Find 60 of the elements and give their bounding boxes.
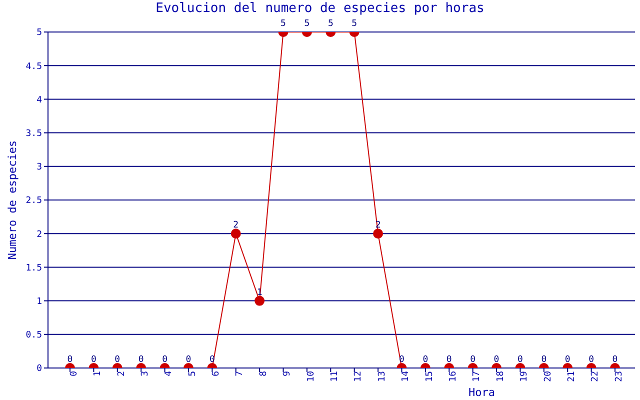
data-label: 0	[90, 355, 96, 365]
x-tick-label: 17	[472, 371, 482, 382]
data-label: 0	[541, 355, 547, 365]
chart-title: Evolucion del numero de especies por horas	[154, 1, 486, 16]
x-tick-label: 21	[567, 371, 577, 382]
x-tick-label: 22	[590, 371, 601, 382]
data-label: 0	[422, 355, 428, 365]
y-tick-label: 5	[36, 28, 42, 38]
x-tick-label: 1	[93, 371, 104, 376]
data-label: 0	[162, 355, 168, 365]
y-tick-label: 3	[36, 162, 42, 173]
x-tick-label: 18	[496, 371, 506, 382]
data-label: 5	[328, 19, 334, 29]
data-label: 0	[138, 355, 144, 365]
y-tick-label: 4.5	[26, 62, 42, 72]
data-label: 0	[612, 355, 618, 365]
y-tick-label: 2	[36, 230, 42, 240]
x-tick-label: 9	[282, 371, 293, 376]
x-tick-label: 2	[116, 371, 127, 376]
y-tick-label: 3.5	[26, 128, 42, 139]
data-label: 0	[470, 355, 476, 365]
data-label: 5	[280, 19, 286, 29]
y-tick-label: 2.5	[26, 196, 42, 206]
x-tick-label: 12	[354, 371, 364, 382]
x-tick-label: 8	[258, 371, 269, 376]
x-tick-label: 14	[401, 371, 412, 382]
x-tick-label: 3	[140, 371, 150, 376]
data-label: 0	[114, 355, 120, 365]
point	[373, 228, 384, 239]
data-label: 0	[564, 355, 570, 365]
x-tick-label: 15	[424, 371, 435, 382]
data-label: 5	[352, 19, 358, 29]
data-label: 0	[494, 355, 500, 365]
x-tick-label: 10	[306, 371, 316, 382]
x-tick-label: 16	[448, 371, 459, 382]
data-label: 5	[304, 19, 310, 29]
data-label: 0	[518, 355, 523, 365]
data-label: 0	[446, 355, 452, 365]
x-tick-label: 11	[330, 371, 340, 382]
x-tick-label: 7	[235, 371, 246, 376]
x-tick-label: 23	[614, 371, 624, 382]
x-tick-label: 4	[164, 371, 174, 376]
x-tick-label: 6	[212, 371, 222, 376]
y-tick-label: 4	[36, 95, 42, 106]
x-tick-label: 20	[543, 371, 554, 382]
x-axis-title: Hora	[468, 386, 495, 399]
y-tick-label: 1	[36, 296, 42, 307]
y-tick-label: 1.5	[26, 263, 42, 274]
point	[230, 228, 241, 239]
x-tick-label: 13	[377, 371, 388, 382]
data-label: 0	[588, 355, 594, 365]
point	[254, 296, 265, 306]
y-axis-title: Numero de especies	[6, 140, 19, 260]
x-tick-label: 19	[520, 371, 530, 382]
data-label: 0	[186, 355, 192, 365]
y-tick-label: 0.5	[26, 330, 42, 341]
data-label: 2	[233, 220, 239, 231]
data-label: 0	[67, 355, 73, 365]
x-tick-label: 5	[188, 371, 198, 376]
x-tick-label: 0	[69, 371, 80, 376]
